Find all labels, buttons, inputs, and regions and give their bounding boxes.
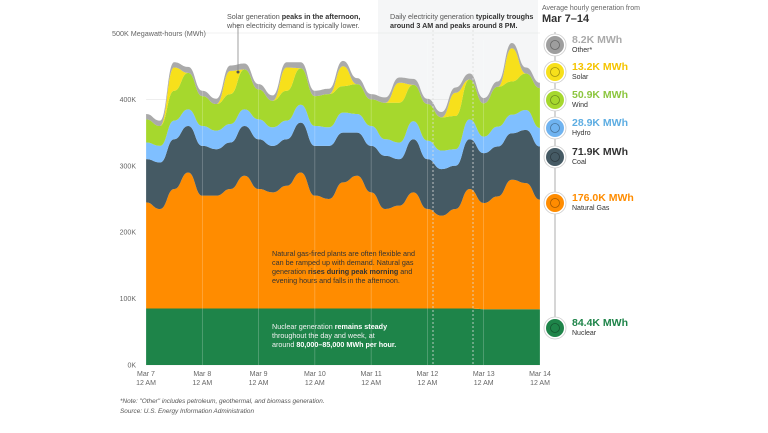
- daily-annotation-line2: around 3 AM and peaks around 8 PM.: [390, 21, 518, 30]
- y-tick-label: 300K: [120, 163, 137, 170]
- area-nuclear: [146, 308, 540, 365]
- legend-label: Nuclear: [572, 330, 597, 337]
- gas-annotation-line1: Natural gas-fired plants are often flexi…: [272, 249, 416, 258]
- flame-icon: [543, 191, 567, 215]
- x-tick-sublabel: 12 AM: [361, 380, 381, 387]
- x-tick-sublabel: 12 AM: [417, 380, 437, 387]
- y-tick-label: 0K: [127, 363, 136, 370]
- x-tick-label: Mar 9: [250, 371, 268, 378]
- nuclear-annotation-line2: throughout the day and week, at: [272, 331, 375, 340]
- gas-annotation: Natural gas-fired plants are often flexi…: [272, 249, 415, 285]
- area-coal: [146, 122, 540, 216]
- x-tick-label: Mar 7: [137, 371, 155, 378]
- x-tick-sublabel: 12 AM: [530, 380, 550, 387]
- legend-label: Solar: [572, 74, 589, 81]
- nuclear-annotation-line1: Nuclear generation: [272, 322, 335, 331]
- water-icon: [543, 116, 567, 140]
- legend-value: 50.9K MWh: [572, 89, 629, 101]
- legend-value: 8.2K MWh: [572, 34, 623, 46]
- y-tick-label: 200K: [120, 230, 137, 237]
- x-axis: Mar 7 12 AM Mar 8 12 AM Mar 9 12 AM Mar 10 12 A…: [136, 371, 551, 387]
- x-tick-sublabel: 12 AM: [136, 380, 156, 387]
- legend-value: 176.0K MWh: [572, 192, 634, 204]
- day-lines: [145, 40, 541, 365]
- gas-annotation-line2: can be ramped up with demand. Natural ga…: [272, 258, 414, 267]
- area-other: [146, 42, 540, 126]
- solar-annotation-line2: when electricity demand is typically low…: [227, 21, 360, 30]
- area-hydro: [146, 104, 540, 170]
- legend-label: Hydro: [572, 130, 591, 137]
- x-tick-sublabel: 12 AM: [305, 380, 325, 387]
- legend-icons: [543, 33, 567, 340]
- y-tick-label: 400K: [120, 97, 137, 104]
- legend-value: 28.9K MWh: [572, 117, 629, 129]
- cooling-tower-icon: [543, 316, 567, 340]
- legend-label: Natural Gas: [572, 205, 610, 212]
- daily-annotation-bold: typically troughs: [475, 12, 534, 21]
- solar-annotation: Solar generation peaks in the afternoon,…: [227, 12, 360, 30]
- legend-label: Coal: [572, 159, 587, 166]
- x-tick-label: Mar 13: [473, 371, 495, 378]
- wind-turbine-icon: [543, 88, 567, 112]
- mine-cart-icon: [543, 145, 567, 169]
- daily-annotation: Daily electricity generation typically t…: [390, 12, 533, 30]
- solar-panel-icon: [543, 60, 567, 84]
- x-tick-sublabel: 12 AM: [249, 380, 269, 387]
- nuclear-annotation-bold: remains steady: [334, 322, 388, 331]
- x-tick-label: Mar 12: [417, 371, 439, 378]
- areas: [146, 42, 540, 365]
- legend-header: Average hourly generation from: [542, 5, 640, 12]
- gas-annotation-line3: generation: [272, 267, 308, 276]
- footnote: *Note: "Other" includes petroleum, geoth…: [120, 398, 325, 405]
- area-wind: [146, 68, 540, 151]
- gas-annotation-line3-end: and: [398, 267, 413, 276]
- nuclear-annotation-range: 80,000–85,000 MWh per hour.: [296, 340, 397, 349]
- source-note: Source: U.S. Energy Information Administ…: [120, 408, 255, 415]
- legend-label: Other*: [572, 47, 593, 54]
- solar-annotation-text: Solar generation: [227, 12, 282, 21]
- gear-icon: [543, 33, 567, 57]
- x-tick-label: Mar 8: [193, 371, 211, 378]
- legend-label: Wind: [572, 102, 588, 109]
- solar-leader-dot: [236, 70, 240, 74]
- gas-annotation-bold: rises during peak morning: [307, 267, 399, 276]
- daily-annotation-text: Daily electricity generation: [390, 12, 476, 21]
- area-solar: [146, 48, 540, 126]
- legend-value: 84.4K MWh: [572, 317, 629, 329]
- legend-value: 13.2K MWh: [572, 61, 629, 73]
- solar-annotation-bold: peaks in the afternoon,: [281, 12, 361, 21]
- y-axis: 0K 100K 200K 300K 400K: [120, 97, 137, 370]
- legend-period: Mar 7–14: [542, 13, 590, 25]
- area-natural-gas: [146, 172, 540, 310]
- x-tick-label: Mar 10: [304, 371, 326, 378]
- x-tick-label: Mar 14: [529, 371, 551, 378]
- legend-value: 71.9K MWh: [572, 146, 629, 158]
- x-tick-sublabel: 12 AM: [474, 380, 494, 387]
- y-axis-label: 500K Megawatt-hours (MWh): [112, 29, 206, 38]
- nuclear-annotation: Nuclear generation remains steady throug…: [272, 322, 396, 349]
- gas-annotation-line4: evening hours and falls in the afternoon…: [272, 276, 400, 285]
- x-tick-sublabel: 12 AM: [192, 380, 212, 387]
- nuclear-annotation-line3: around: [272, 340, 297, 349]
- y-tick-label: 100K: [120, 296, 137, 303]
- x-tick-label: Mar 11: [361, 371, 382, 378]
